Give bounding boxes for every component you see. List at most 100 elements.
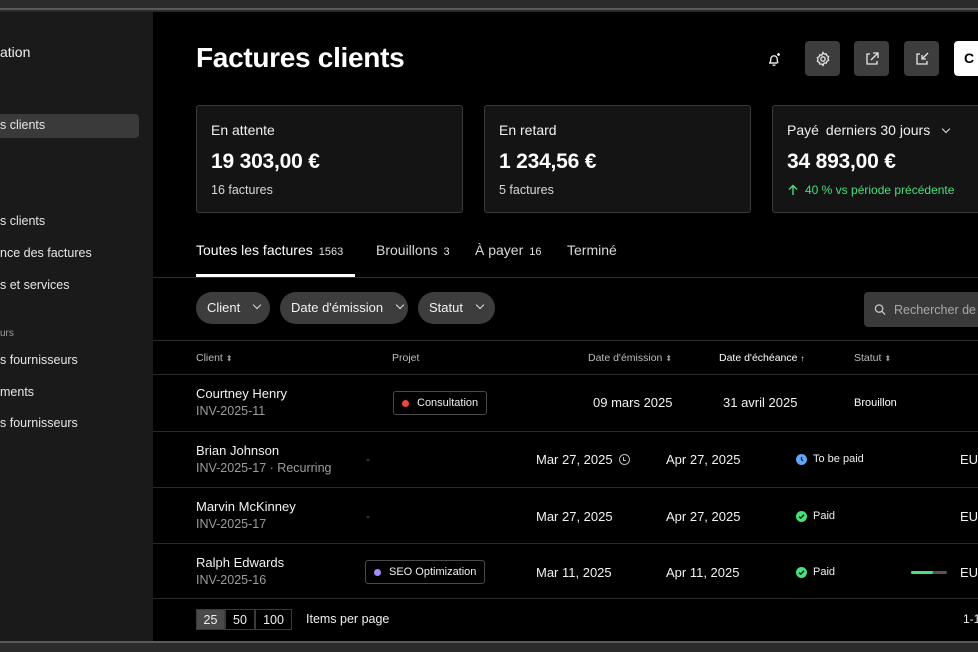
column-header-issue-date[interactable]: Date d'émission ⬍ xyxy=(588,352,673,364)
export-icon[interactable] xyxy=(854,41,889,76)
main-content: Factures clients C En attente 19 303,00 … xyxy=(153,12,978,641)
tab-label: Brouillons xyxy=(376,242,438,258)
card-trend: 40 % vs période précédente xyxy=(787,183,967,197)
tab-all-invoices[interactable]: Toutes les factures 1563 xyxy=(196,242,343,258)
sort-icon: ⬍ xyxy=(225,354,233,363)
notification-bell-icon[interactable] xyxy=(756,41,791,76)
row-client-name[interactable]: Ralph Edwards xyxy=(196,555,285,570)
tab-label: À payer xyxy=(475,242,524,258)
sidebar-item-supplier-invoices[interactable]: s fournisseurs xyxy=(0,353,78,367)
page-size-50[interactable]: 50 xyxy=(225,609,255,630)
footer-divider xyxy=(153,598,978,599)
card-pending[interactable]: En attente 19 303,00 € 16 factures xyxy=(196,105,463,213)
chevron-down-icon xyxy=(253,300,262,310)
sidebar-item-clients[interactable]: s clients xyxy=(0,214,46,228)
row-status: Paid xyxy=(796,510,835,522)
row-due-date: Apr 11, 2025 xyxy=(666,565,740,580)
row-issue-date: Mar 27, 2025 xyxy=(536,509,613,524)
column-header-status[interactable]: Statut ⬍ xyxy=(854,352,892,364)
row-project-empty: - xyxy=(366,452,370,466)
items-per-page-label: Items per page xyxy=(306,612,390,626)
row-due-date: Apr 27, 2025 xyxy=(666,452,741,467)
table-header-divider xyxy=(153,374,978,375)
row-issue-date: Mar 27, 2025 xyxy=(536,452,630,467)
status-label: Paid xyxy=(813,566,836,578)
row-client-name[interactable]: Marvin McKinney xyxy=(196,499,296,514)
row-project-empty: - xyxy=(366,509,370,523)
project-label: SEO Optimization xyxy=(389,566,477,578)
page-size-25[interactable]: 25 xyxy=(196,609,225,630)
sort-icon: ⬍ xyxy=(665,354,673,363)
row-status: Paid xyxy=(796,566,835,578)
card-amount: 34 893,00 € xyxy=(787,150,896,173)
project-color-dot xyxy=(374,569,381,576)
sidebar-item-invoice-followup[interactable]: nce des factures xyxy=(0,246,92,260)
row-currency: EU xyxy=(960,509,978,524)
card-paid[interactable]: Payé derniers 30 jours 34 893,00 € 40 % … xyxy=(772,105,978,213)
chevron-down-icon xyxy=(475,300,485,310)
clock-icon xyxy=(618,454,630,465)
card-label: En retard xyxy=(499,122,557,138)
row-invoice-number: INV-2025-17 xyxy=(196,517,267,531)
row-currency: EU xyxy=(960,565,978,580)
card-label-row: Payé derniers 30 jours xyxy=(787,122,967,138)
chevron-down-icon xyxy=(395,300,405,310)
sidebar-item-invoices-active[interactable]: s clients xyxy=(0,114,139,138)
window-frame-bottom xyxy=(0,641,978,652)
row-client-name[interactable]: Courtney Henry xyxy=(196,386,288,401)
sidebar: ation s clients s clients nce des factur… xyxy=(0,12,153,641)
row-status-draft: Brouillon xyxy=(854,397,897,409)
filter-issue-date[interactable]: Date d'émission xyxy=(280,292,408,324)
card-overdue[interactable]: En retard 1 234,56 € 5 factures xyxy=(484,105,751,213)
search-input[interactable] xyxy=(894,302,978,317)
clock-status-icon xyxy=(796,453,807,465)
row-due-date: 31 avril 2025 xyxy=(723,395,798,410)
chevron-down-icon[interactable] xyxy=(941,124,951,133)
period-selector[interactable]: derniers 30 jours xyxy=(825,122,931,138)
row-client-name[interactable]: Brian Johnson xyxy=(196,443,280,458)
row-divider xyxy=(153,431,978,432)
filter-status[interactable]: Statut xyxy=(418,292,495,324)
row-due-date: Apr 27, 2025 xyxy=(666,509,741,524)
trend-text: 40 % vs période précédente xyxy=(805,183,955,197)
search-icon xyxy=(874,304,886,316)
column-header-due-date[interactable]: Date d'échéance ↑ xyxy=(719,352,805,364)
row-divider xyxy=(153,543,978,544)
card-subtitle: 16 factures xyxy=(211,183,273,197)
filter-label: Date d'émission xyxy=(291,300,384,315)
page-size-100[interactable]: 100 xyxy=(255,609,292,630)
card-amount: 19 303,00 € xyxy=(211,150,320,173)
project-label: Consultation xyxy=(417,397,479,409)
card-subtitle: 5 factures xyxy=(499,183,554,197)
status-label: Paid xyxy=(813,510,836,522)
tab-count: 16 xyxy=(529,246,542,258)
project-tag: SEO Optimization xyxy=(365,560,486,584)
tab-count: 3 xyxy=(443,246,450,258)
create-invoice-button[interactable]: C xyxy=(954,41,978,76)
tab-count: 1563 xyxy=(318,246,344,258)
tab-completed[interactable]: Terminé xyxy=(567,242,617,258)
payment-progress-bar xyxy=(911,571,947,574)
filter-client[interactable]: Client xyxy=(196,292,270,324)
column-header-client[interactable]: Client ⬍ xyxy=(196,352,233,364)
sidebar-item-suppliers[interactable]: s fournisseurs xyxy=(0,416,78,430)
page-title: Factures clients xyxy=(196,42,405,73)
pagination-range: 1-1 xyxy=(963,612,978,626)
card-label: En attente xyxy=(211,122,275,138)
project-color-dot xyxy=(402,400,409,407)
tab-drafts[interactable]: Brouillons 3 xyxy=(376,242,450,258)
payment-progress-fill xyxy=(911,571,933,574)
tab-label: Terminé xyxy=(567,242,617,258)
column-header-project: Projet xyxy=(392,352,420,364)
import-icon[interactable] xyxy=(904,41,939,76)
search-box[interactable] xyxy=(864,292,978,327)
settings-gear-icon[interactable] xyxy=(805,41,840,76)
row-issue-date: 09 mars 2025 xyxy=(593,395,673,410)
sidebar-item-products-services[interactable]: s et services xyxy=(0,278,70,292)
tab-to-pay[interactable]: À payer 16 xyxy=(475,242,542,258)
card-amount: 1 234,56 € xyxy=(499,150,597,173)
row-issue-date: Mar 11, 2025 xyxy=(536,565,612,580)
sidebar-item-payments[interactable]: ments xyxy=(0,385,35,399)
check-icon xyxy=(796,510,807,522)
table-top-divider xyxy=(153,340,978,341)
